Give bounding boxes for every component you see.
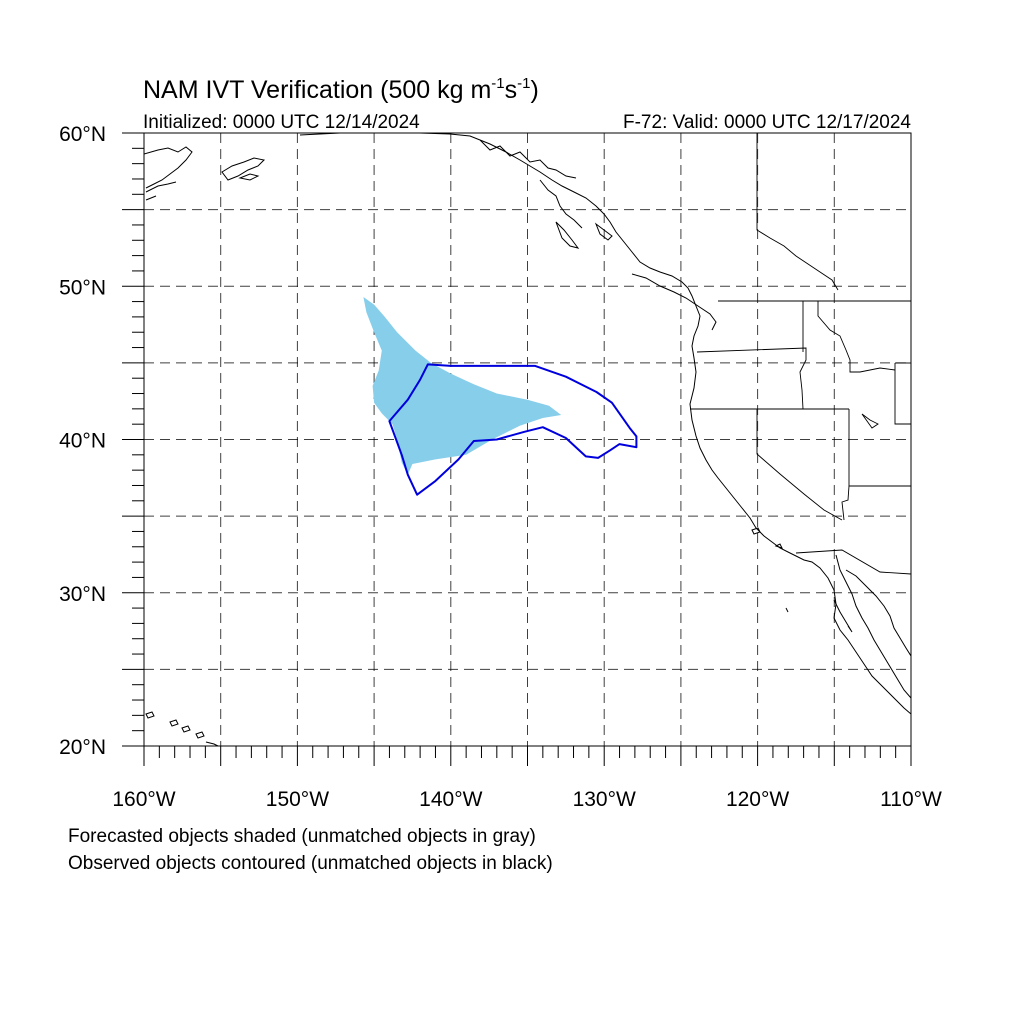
subtitle-initialized: Initialized: 0000 UTC 12/14/2024 (143, 112, 420, 133)
lon-label: 150°W (266, 788, 329, 811)
lat-label: 20°N (59, 736, 106, 759)
lat-label: 40°N (59, 430, 106, 453)
lon-label: 110°W (880, 788, 942, 811)
map-title: NAM IVT Verification (500 kg m-1s-1) (143, 75, 539, 104)
lon-label: 120°W (726, 788, 789, 811)
lat-label: 50°N (59, 276, 106, 299)
latitude-labels: 60°N 50°N 40°N 30°N 20°N (59, 123, 106, 759)
lon-label: 130°W (573, 788, 636, 811)
note-observed: Observed objects contoured (unmatched ob… (68, 853, 553, 874)
lon-label: 160°W (112, 788, 175, 811)
political-borders (690, 133, 911, 575)
lat-label: 30°N (59, 583, 106, 606)
axis-ticks (122, 132, 912, 766)
coastlines (144, 133, 911, 746)
observed-object-contour (388, 363, 638, 496)
lon-label: 140°W (419, 788, 482, 811)
lat-label: 60°N (59, 123, 106, 146)
subtitle-valid: F-72: Valid: 0000 UTC 12/17/2024 (623, 112, 911, 133)
graticule (144, 133, 911, 746)
longitude-labels: 160°W 150°W 140°W 130°W 120°W 110°W (112, 788, 942, 811)
note-forecast: Forecasted objects shaded (unmatched obj… (68, 826, 536, 847)
forecast-object-shading (363, 297, 562, 475)
